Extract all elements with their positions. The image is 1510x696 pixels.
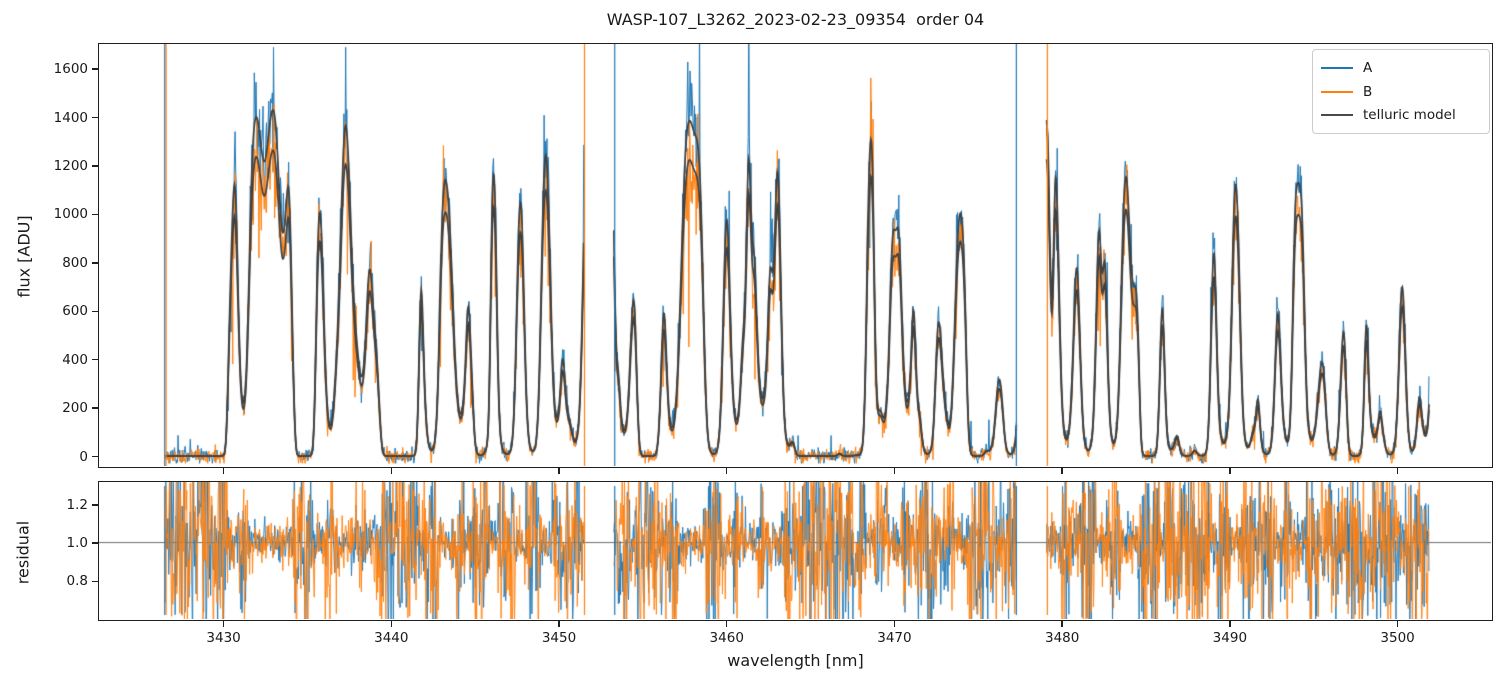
y-tick-label: 600 [62,303,88,320]
flux-plot-canvas [99,44,1491,466]
x-tick-mark [390,621,393,627]
y-tick-label: 400 [62,351,88,368]
y-tick-label: 800 [62,254,88,271]
y-tick-label: 0 [79,448,88,465]
x-tick-label: 3500 [1380,630,1415,646]
flux-panel [98,43,1493,468]
x-tick-mark [893,468,896,474]
legend-item-a: A [1321,56,1481,80]
x-tick-mark [1396,621,1399,627]
y-tick-mark [92,165,98,167]
legend-label-a: A [1363,59,1373,76]
y-tick-label: 1.2 [66,496,88,513]
y-tick-label: 1600 [53,61,88,78]
x-tick-mark [390,468,393,474]
x-tick-mark [1396,468,1399,474]
y-tick-label: 1000 [53,206,88,223]
x-tick-mark [222,621,225,627]
x-tick-label: 3440 [374,630,409,646]
x-tick-mark [1061,468,1063,474]
series-b-line-swatch [1321,90,1353,93]
x-tick-mark [1229,621,1231,627]
plot-title: WASP-107_L3262_2023-02-23_09354 order 04 [606,10,985,29]
residual-plot-canvas [99,482,1491,619]
x-tick-label: 3480 [1044,630,1080,646]
y-tick-mark [92,213,98,216]
y-tick-mark [92,358,98,361]
y-tick-mark [92,580,98,583]
residual-panel [98,481,1493,621]
y-tick-label: 1200 [53,158,88,175]
legend-label-b: B [1363,83,1373,100]
y-tick-mark [92,262,98,264]
y-tick-mark [92,68,98,70]
x-tick-label: 3450 [541,630,577,646]
x-tick-label: 3460 [709,630,744,646]
legend: A B telluric model [1312,49,1490,134]
y-tick-mark [92,542,98,544]
y-tick-label: 1400 [53,109,88,126]
x-tick-mark [1061,621,1063,627]
y-tick-label: 0.8 [66,573,88,590]
y-tick-mark [92,504,98,506]
y-tick-mark [92,310,98,313]
telluric-model-line-swatch [1321,114,1353,117]
x-tick-label: 3430 [206,630,241,646]
y-tick-mark [92,455,98,458]
legend-item-telluric: telluric model [1321,103,1481,127]
x-tick-label: 3470 [877,630,912,646]
series-a-line-swatch [1321,66,1353,69]
y-tick-mark [92,407,98,409]
x-tick-label: 3490 [1212,630,1248,646]
x-tick-mark [893,621,896,627]
x-tick-mark [725,468,728,474]
legend-label-telluric: telluric model [1363,107,1456,124]
x-tick-mark [725,621,728,627]
legend-item-b: B [1321,80,1481,104]
y-tick-label: 1.0 [66,535,88,552]
x-tick-mark [558,621,560,627]
y-tick-label: 200 [62,400,88,417]
wavelength-axis-label: wavelength [nm] [727,651,864,670]
x-tick-mark [558,468,560,474]
y-tick-mark [92,116,98,119]
x-tick-mark [1229,468,1231,474]
x-tick-mark [222,468,225,474]
